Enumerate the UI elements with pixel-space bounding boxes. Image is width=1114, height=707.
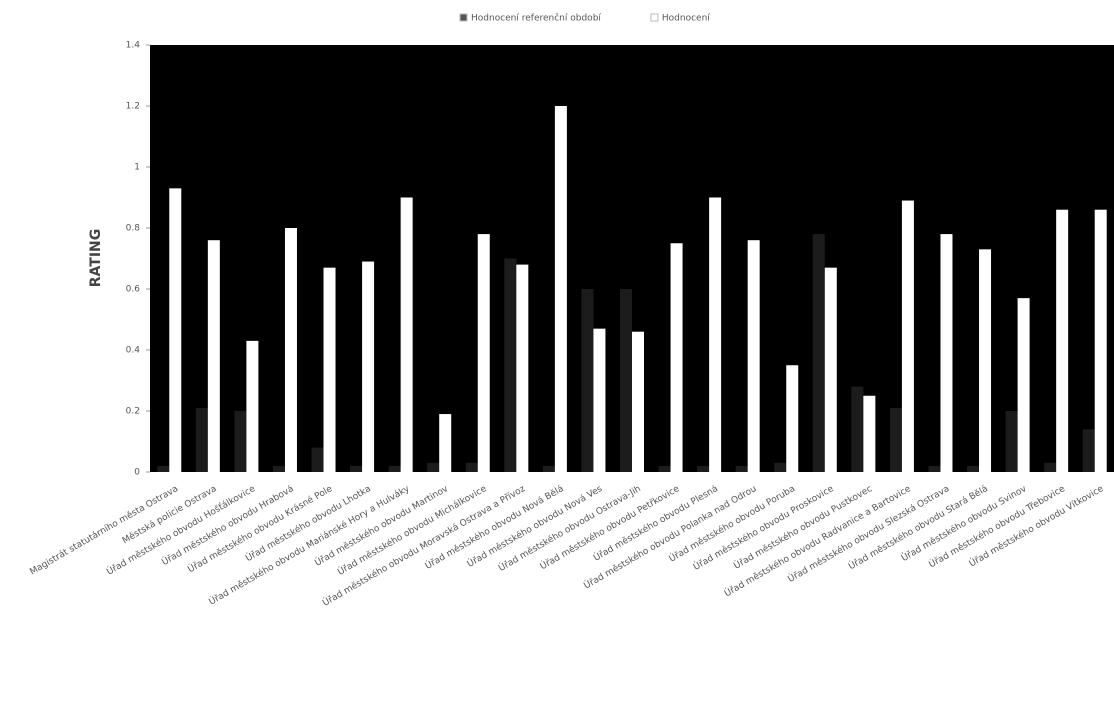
bar xyxy=(350,465,363,472)
bar xyxy=(234,411,247,472)
bar xyxy=(1094,209,1107,472)
y-axis-title: RATING xyxy=(88,229,104,288)
bar xyxy=(439,414,452,472)
bar xyxy=(786,365,799,472)
bar xyxy=(1082,429,1095,472)
bar xyxy=(735,465,748,472)
bar xyxy=(967,465,980,472)
bar xyxy=(1056,209,1069,472)
bar xyxy=(1044,462,1057,472)
bar xyxy=(632,331,644,472)
bar xyxy=(774,462,787,472)
y-tick-label: 0 xyxy=(134,468,140,478)
bar xyxy=(824,267,837,472)
bar xyxy=(504,258,517,472)
bar xyxy=(1017,298,1030,472)
bar xyxy=(863,395,876,472)
bar xyxy=(323,267,336,472)
bar xyxy=(658,465,671,472)
bar xyxy=(400,197,413,472)
x-tick-label: Magistrát statutárního města Ostrava xyxy=(28,484,180,577)
bar xyxy=(581,289,594,472)
bar xyxy=(747,240,760,472)
bar xyxy=(311,447,324,472)
bar xyxy=(272,465,285,472)
y-tick-label: 0.4 xyxy=(126,346,141,356)
bar xyxy=(195,407,208,472)
y-tick-label: 1.4 xyxy=(126,41,141,51)
legend-swatch xyxy=(459,13,468,22)
bar xyxy=(593,328,606,472)
bar xyxy=(1005,411,1018,472)
bar xyxy=(516,264,529,472)
y-tick-label: 0.6 xyxy=(126,285,141,295)
bar xyxy=(709,197,722,472)
bar xyxy=(465,462,478,472)
bar xyxy=(928,465,941,472)
legend-label: Hodnocení referenční období xyxy=(471,13,601,24)
y-tick-label: 1.2 xyxy=(126,102,140,112)
bar xyxy=(157,465,170,472)
bar xyxy=(554,106,567,472)
bar xyxy=(670,243,683,472)
bar xyxy=(427,462,440,472)
bar xyxy=(388,465,401,472)
bar xyxy=(246,340,259,472)
bar xyxy=(542,465,555,472)
bar xyxy=(207,240,220,472)
x-tick-label: Úřad městského obvodu Hošťálkovice xyxy=(104,482,257,577)
bar xyxy=(940,234,953,472)
bar xyxy=(362,261,375,472)
bar xyxy=(901,200,914,473)
legend-swatch xyxy=(650,13,659,22)
x-tick-label: Úřad městského obvodu Vítkovice xyxy=(967,482,1106,569)
y-tick-label: 1 xyxy=(134,163,140,173)
y-tick-label: 0.2 xyxy=(126,407,140,417)
y-tick-label: 0.8 xyxy=(126,224,141,234)
bar xyxy=(812,234,825,472)
bar xyxy=(889,407,902,472)
bar xyxy=(284,228,297,472)
bar xyxy=(169,188,182,472)
bar xyxy=(851,386,864,472)
bar xyxy=(979,249,992,472)
legend-label: Hodnocení xyxy=(662,14,710,24)
bar xyxy=(477,234,490,472)
bar xyxy=(620,289,632,472)
bar xyxy=(697,465,710,472)
